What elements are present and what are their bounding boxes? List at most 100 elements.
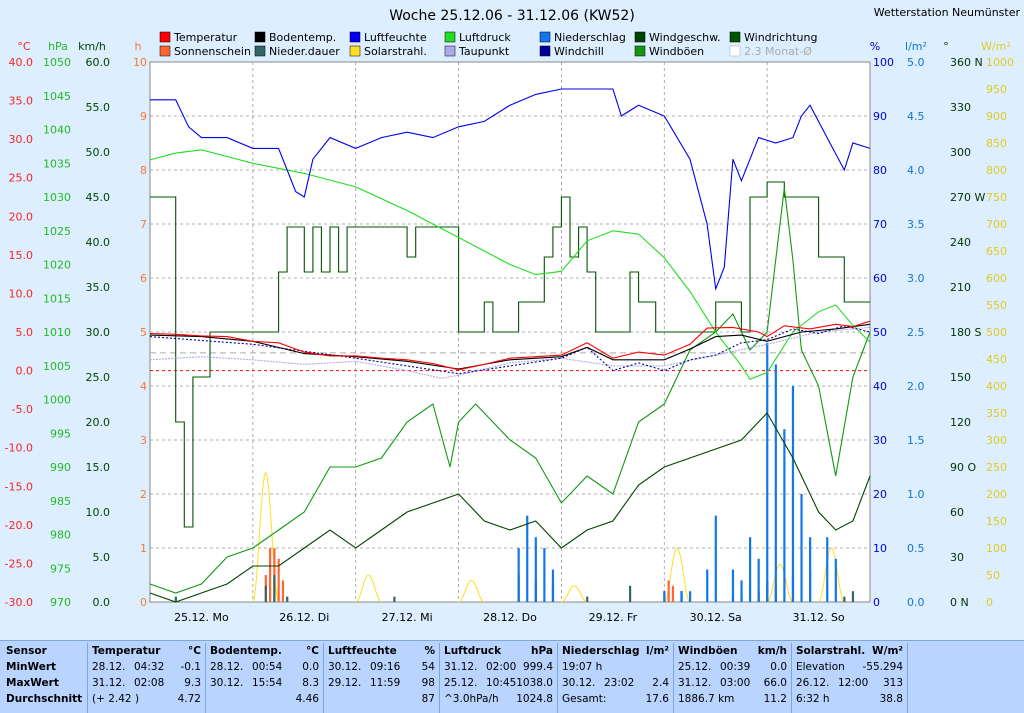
stats-cell: 31.12. — [678, 677, 712, 689]
stats-header: Solarstrahl. — [796, 645, 866, 657]
stats-cell: 00:54 — [252, 661, 283, 673]
legend-label: Solarstrahl. — [364, 45, 427, 58]
axis-tick-hours: 4 — [140, 380, 147, 393]
bar-niederdauer — [629, 585, 632, 602]
axis-tick-press: 970 — [50, 596, 71, 609]
legend-swatch — [444, 31, 456, 43]
axis-tick-hum: 80 — [873, 164, 887, 177]
axis-tick-wind: 20.0 — [86, 416, 111, 429]
bar-niederschlag — [517, 548, 520, 602]
legend-swatch — [254, 31, 266, 43]
stats-cell: 25.12. — [678, 661, 712, 673]
axis-tick-solar: 650 — [986, 245, 1007, 258]
axis-tick-hours: 6 — [140, 272, 147, 285]
axis-tick-press: 1035 — [43, 157, 71, 170]
axis-tick-temp: -25.0 — [5, 557, 33, 570]
legend-label: 2.3 Monat-Ø — [744, 45, 812, 58]
stats-header: Windböen — [678, 645, 738, 657]
legend-label: Taupunkt — [458, 45, 510, 58]
axis-tick-dir: 180 S — [950, 326, 981, 339]
axis-tick-rain: 2.5 — [907, 326, 925, 339]
stats-header: Luftdruck — [444, 645, 502, 657]
axis-tick-hours: 1 — [140, 542, 147, 555]
axis-tick-solar: 250 — [986, 461, 1007, 474]
bar-niederschlag — [714, 515, 717, 602]
legend-swatch — [159, 45, 171, 57]
stats-cell: 31.12. — [444, 661, 478, 673]
stats-value: 54 — [421, 661, 435, 673]
stats-value: -0.1 — [180, 661, 202, 673]
axis-tick-dir: 150 — [950, 371, 971, 384]
axis-tick-dir: 270 W — [950, 191, 985, 204]
stats-value: 87 — [421, 693, 435, 705]
legend-label: Luftfeuchte — [364, 31, 427, 44]
stats-table: Sensor MinWert MaxWert Durchschnitt Temperat… — [0, 640, 1024, 713]
bar-niederschlag — [731, 569, 735, 602]
solar-curve — [561, 585, 588, 603]
stats-column: Luftdruck hPa 31.12. 02:00 999.4 25.12. 10:45 1… — [440, 643, 558, 713]
bar-niederschlag — [783, 429, 786, 602]
x-tick-label: 27.12. Mi — [382, 611, 433, 624]
stats-cell: 29.12. — [328, 677, 362, 689]
bar-niederdauer — [273, 575, 276, 602]
stats-value: 0.0 — [770, 661, 787, 673]
axis-tick-temp: -10.0 — [5, 442, 33, 455]
stats-unit: °C — [188, 645, 201, 657]
stats-value: 1038.0 — [516, 677, 553, 689]
axis-tick-hours: 0 — [140, 596, 147, 609]
bar-niederschlag — [534, 537, 537, 602]
legend-swatch — [634, 31, 646, 43]
stats-unit: km/h — [757, 645, 787, 657]
stats-header: Niederschlag — [562, 645, 640, 657]
axis-unit-wind: km/h — [78, 40, 106, 53]
axis-tick-solar: 0 — [986, 596, 993, 609]
bar-niederschlag — [663, 591, 666, 602]
bar-niederschlag — [791, 386, 795, 602]
axis-tick-press: 1005 — [43, 360, 71, 373]
axis-tick-hum: 30 — [873, 434, 887, 447]
stats-cell: 03:00 — [720, 677, 751, 689]
x-tick-label: 30.12. Sa — [690, 611, 742, 624]
bar-niederschlag — [689, 591, 692, 602]
axis-tick-hum: 0 — [873, 596, 880, 609]
axis-tick-wind: 50.0 — [86, 146, 111, 159]
series-bodentemp — [149, 323, 871, 370]
stats-unit: hPa — [531, 645, 553, 657]
bar-niederschlag — [543, 548, 546, 602]
axis-tick-wind: 0.0 — [93, 596, 111, 609]
stats-column: Temperatur °C 28.12. 04:32 -0.1 31.12. 02:08 9.… — [88, 643, 206, 713]
stats-cell: 31.12. — [92, 677, 126, 689]
axis-unit-solar: W/m² — [981, 40, 1011, 53]
axis-tick-solar: 350 — [986, 407, 1007, 420]
bar-niederdauer — [586, 596, 589, 602]
axis-tick-hours: 10 — [133, 56, 147, 69]
series-windchill — [149, 325, 871, 375]
stats-value: 66.0 — [763, 677, 787, 689]
stats-header: Sensor — [6, 645, 47, 657]
stats-cell: Durchschnitt — [6, 693, 83, 705]
axis-tick-press: 1040 — [43, 124, 71, 137]
bar-niederschlag — [706, 569, 709, 602]
axis-tick-press: 975 — [50, 562, 71, 575]
axis-tick-solar: 400 — [986, 380, 1007, 393]
axis-tick-dir: 360 N — [950, 56, 983, 69]
stats-cell: Gesamt: — [562, 693, 607, 705]
stats-cell: MinWert — [6, 661, 57, 673]
stats-value: 0.0 — [302, 661, 319, 673]
axis-tick-hours: 7 — [140, 218, 147, 231]
legend-swatch — [349, 45, 361, 57]
legend-swatch — [349, 31, 361, 43]
axis-tick-solar: 900 — [986, 110, 1007, 123]
axis-tick-solar: 150 — [986, 515, 1007, 528]
axis-tick-temp: 20.0 — [9, 210, 34, 223]
stats-cell: 15:54 — [252, 677, 283, 689]
axis-tick-hum: 10 — [873, 542, 887, 555]
series-windböen — [149, 187, 871, 594]
axis-tick-solar: 950 — [986, 83, 1007, 96]
stats-cell: 04:32 — [134, 661, 165, 673]
stats-cell: 30.12. — [562, 677, 596, 689]
axis-tick-press: 1000 — [43, 394, 71, 407]
axis-tick-press: 1030 — [43, 191, 71, 204]
axis-tick-wind: 25.0 — [86, 371, 111, 384]
axis-tick-press: 1045 — [43, 90, 71, 103]
